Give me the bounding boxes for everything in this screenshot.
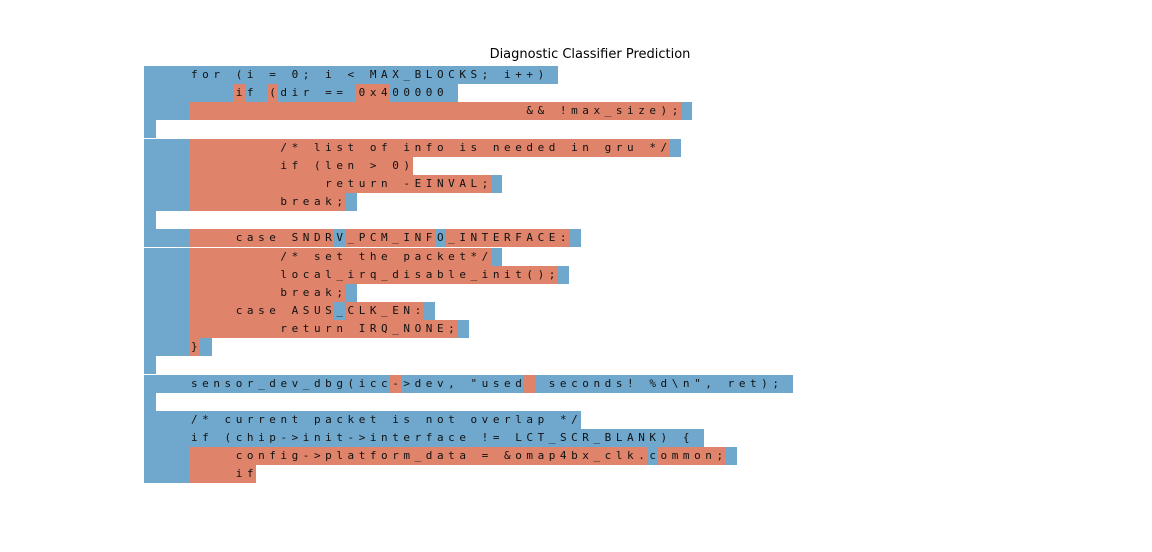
token-blue	[144, 211, 156, 230]
token-blue	[144, 320, 190, 339]
token-blue	[144, 120, 156, 139]
token-blue	[490, 247, 503, 266]
token-blue	[546, 66, 559, 84]
token-blue	[144, 247, 190, 266]
token-blue	[490, 174, 503, 193]
token-red: 0x40x4	[356, 84, 391, 103]
token-blue	[568, 229, 581, 248]
token-blue	[144, 138, 190, 157]
token-blue	[144, 156, 190, 175]
token-blue	[680, 102, 693, 121]
token-blue	[144, 338, 190, 357]
token-red: local_irq_disable_init();local_irq_disab…	[188, 265, 559, 284]
token-blue: cc	[647, 447, 659, 466]
token-blue	[144, 265, 190, 284]
token-red: _PCM_INF_PCM_INF	[345, 229, 436, 248]
token-blue	[557, 265, 570, 284]
token-blue	[144, 301, 190, 320]
token-blue	[144, 84, 235, 103]
token-red: ii	[233, 84, 246, 103]
token-blue	[457, 320, 469, 339]
token-blue	[781, 374, 794, 393]
token-blue: f f	[244, 84, 268, 103]
token-blue	[144, 174, 190, 193]
token-blue: OO	[434, 229, 447, 248]
token-blue	[691, 429, 704, 447]
token-red: ifif	[188, 465, 257, 484]
token-blue: VV	[334, 229, 346, 248]
token-blue	[144, 447, 190, 466]
chart-title: Diagnostic Classifier Prediction	[489, 47, 691, 62]
token-blue	[144, 229, 190, 248]
token-red	[524, 374, 536, 393]
token-blue	[144, 102, 190, 121]
token-blue	[144, 193, 190, 212]
token-blue	[345, 193, 357, 212]
token-blue: dir == dir==	[278, 84, 358, 103]
token-red: ((	[266, 84, 279, 103]
token-red: --	[389, 374, 402, 393]
token-blue	[345, 283, 357, 302]
token-blue	[423, 301, 436, 320]
token-red: }}	[188, 338, 201, 357]
token-red: CLK_EN:CLK_EN:	[345, 301, 425, 320]
token-blue	[725, 447, 738, 466]
token-blue: __	[334, 301, 346, 320]
token-blue	[144, 356, 156, 375]
token-blue	[199, 338, 212, 357]
token-blue	[144, 283, 190, 302]
token-red: if (len > 0)if(len>0)	[188, 156, 413, 175]
token-blue	[144, 392, 156, 411]
token-blue	[144, 465, 190, 484]
token-blue	[669, 138, 682, 157]
